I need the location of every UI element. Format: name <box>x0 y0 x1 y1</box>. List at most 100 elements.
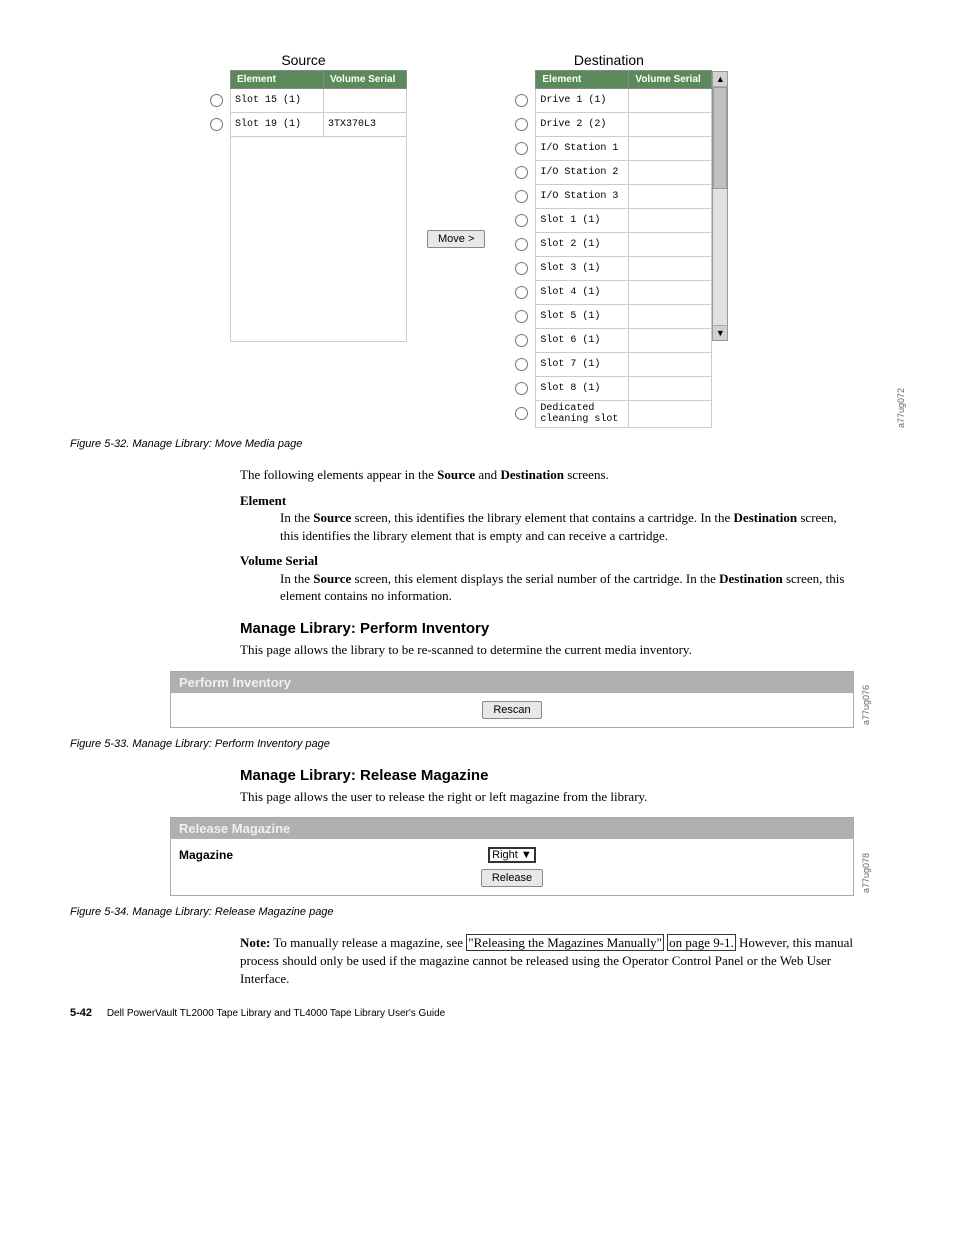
scroll-up-icon[interactable]: ▲ <box>713 72 727 87</box>
release-text: This page allows the user to release the… <box>240 788 854 806</box>
move-media-figure: Source Element Volume Serial Slot 15 (1)… <box>200 50 884 428</box>
dest-volume-cell <box>629 353 712 377</box>
dest-radio[interactable] <box>515 334 528 347</box>
dest-element-cell: Slot 8 (1) <box>536 377 629 401</box>
dest-radio[interactable] <box>515 166 528 179</box>
dest-radio[interactable] <box>515 286 528 299</box>
dest-radio[interactable] <box>515 238 528 251</box>
dest-volume-cell <box>629 329 712 353</box>
perform-inventory-panel: Perform Inventory Rescan a77ug076 <box>170 671 854 728</box>
table-row: Slot 5 (1) <box>505 305 712 329</box>
dest-radio[interactable] <box>515 407 528 420</box>
intro-source-bold: Source <box>437 467 475 482</box>
figure-32-caption: Figure 5-32. Manage Library: Move Media … <box>70 438 884 450</box>
dest-element-cell: Slot 5 (1) <box>536 305 629 329</box>
scroll-down-icon[interactable]: ▼ <box>713 325 727 340</box>
table-row: I/O Station 3 <box>505 185 712 209</box>
dest-radio[interactable] <box>515 142 528 155</box>
release-magazine-panel: Release Magazine Magazine Right ▼ Releas… <box>170 817 854 896</box>
note-block: Note: To manually release a magazine, se… <box>240 934 854 987</box>
dest-element-cell: I/O Station 3 <box>536 185 629 209</box>
note-link-1[interactable]: "Releasing the Magazines Manually" <box>466 934 664 951</box>
destination-table: Element Volume Serial Drive 1 (1)Drive 2… <box>505 70 712 428</box>
intro-text: The following elements appear in the <box>240 467 437 482</box>
element-term: Element <box>240 492 854 510</box>
dest-element-cell: Drive 1 (1) <box>536 89 629 113</box>
dest-volume-cell <box>629 161 712 185</box>
source-panel: Source Element Volume Serial Slot 15 (1)… <box>200 50 407 342</box>
dest-radio[interactable] <box>515 118 528 131</box>
source-title: Source <box>200 50 407 70</box>
figure-ref-code: a77ug072 <box>896 388 906 428</box>
figure-33-caption: Figure 5-33. Manage Library: Perform Inv… <box>70 738 884 750</box>
dest-element-cell: Slot 2 (1) <box>536 233 629 257</box>
dest-radio[interactable] <box>515 262 528 275</box>
dest-volume-cell <box>629 137 712 161</box>
release-button[interactable]: Release <box>481 869 543 887</box>
dest-radio[interactable] <box>515 94 528 107</box>
table-row: Slot 4 (1) <box>505 281 712 305</box>
release-magazine-heading: Manage Library: Release Magazine <box>240 766 854 786</box>
scroll-thumb[interactable] <box>713 87 727 189</box>
table-row: Slot 19 (1)3TX370L3 <box>200 113 407 137</box>
dest-radio[interactable] <box>515 190 528 203</box>
dest-element-cell: Slot 4 (1) <box>536 281 629 305</box>
table-row: I/O Station 1 <box>505 137 712 161</box>
table-row: Drive 2 (2) <box>505 113 712 137</box>
intro-dest-bold: Destination <box>500 467 564 482</box>
dest-radio[interactable] <box>515 382 528 395</box>
destination-scrollbar[interactable]: ▲ ▼ <box>712 71 728 341</box>
table-row: Slot 6 (1) <box>505 329 712 353</box>
dest-volume-cell <box>629 113 712 137</box>
table-row: Slot 8 (1) <box>505 377 712 401</box>
dest-element-cell: Dedicated cleaning slot <box>536 401 629 428</box>
table-row: Slot 3 (1) <box>505 257 712 281</box>
dest-element-cell: Slot 1 (1) <box>536 209 629 233</box>
dest-element-cell: Slot 3 (1) <box>536 257 629 281</box>
dest-element-cell: Drive 2 (2) <box>536 113 629 137</box>
source-volume-cell: 3TX370L3 <box>324 113 407 137</box>
table-row: Drive 1 (1) <box>505 89 712 113</box>
dest-radio[interactable] <box>515 310 528 323</box>
dest-radio[interactable] <box>515 358 528 371</box>
destination-panel: Destination Element Volume Serial Drive … <box>505 50 728 428</box>
inventory-ref-code: a77ug076 <box>861 685 871 725</box>
move-button[interactable]: Move > <box>427 230 485 248</box>
note-link-2[interactable]: on page 9-1. <box>667 934 736 951</box>
dest-radio[interactable] <box>515 214 528 227</box>
table-row: Slot 15 (1) <box>200 89 407 113</box>
dest-element-cell: I/O Station 1 <box>536 137 629 161</box>
dest-volume-cell <box>629 209 712 233</box>
footer-text: Dell PowerVault TL2000 Tape Library and … <box>107 1008 445 1019</box>
magazine-select[interactable]: Right ▼ <box>488 847 536 863</box>
intro-and: and <box>475 467 500 482</box>
dest-element-cell: I/O Station 2 <box>536 161 629 185</box>
note-label: Note: <box>240 935 270 950</box>
figure-34-caption: Figure 5-34. Manage Library: Release Mag… <box>70 906 884 918</box>
table-row: Dedicated cleaning slot <box>505 401 712 428</box>
magazine-select-value: Right <box>492 849 518 861</box>
perform-inventory-heading: Manage Library: Perform Inventory <box>240 619 854 639</box>
volume-definition: In the Source screen, this element displ… <box>280 570 854 605</box>
dest-element-cell: Slot 6 (1) <box>536 329 629 353</box>
dest-volume-cell <box>629 305 712 329</box>
source-radio[interactable] <box>210 94 223 107</box>
dest-volume-cell <box>629 185 712 209</box>
release-ref-code: a77ug078 <box>861 853 871 893</box>
dest-volume-cell <box>629 377 712 401</box>
magazine-label: Magazine <box>179 848 233 862</box>
source-col-volume: Volume Serial <box>324 71 407 89</box>
source-radio[interactable] <box>210 118 223 131</box>
source-volume-cell <box>324 89 407 113</box>
rescan-button[interactable]: Rescan <box>482 701 541 719</box>
table-row: Slot 1 (1) <box>505 209 712 233</box>
source-col-element: Element <box>231 71 324 89</box>
note-text-1: To manually release a magazine, see <box>270 935 466 950</box>
destination-title: Destination <box>505 50 712 70</box>
table-row: Slot 2 (1) <box>505 233 712 257</box>
dest-volume-cell <box>629 401 712 428</box>
source-element-cell: Slot 19 (1) <box>231 113 324 137</box>
dest-volume-cell <box>629 233 712 257</box>
page-number: 5-42 <box>70 1007 92 1019</box>
source-table: Element Volume Serial Slot 15 (1)Slot 19… <box>200 70 407 342</box>
